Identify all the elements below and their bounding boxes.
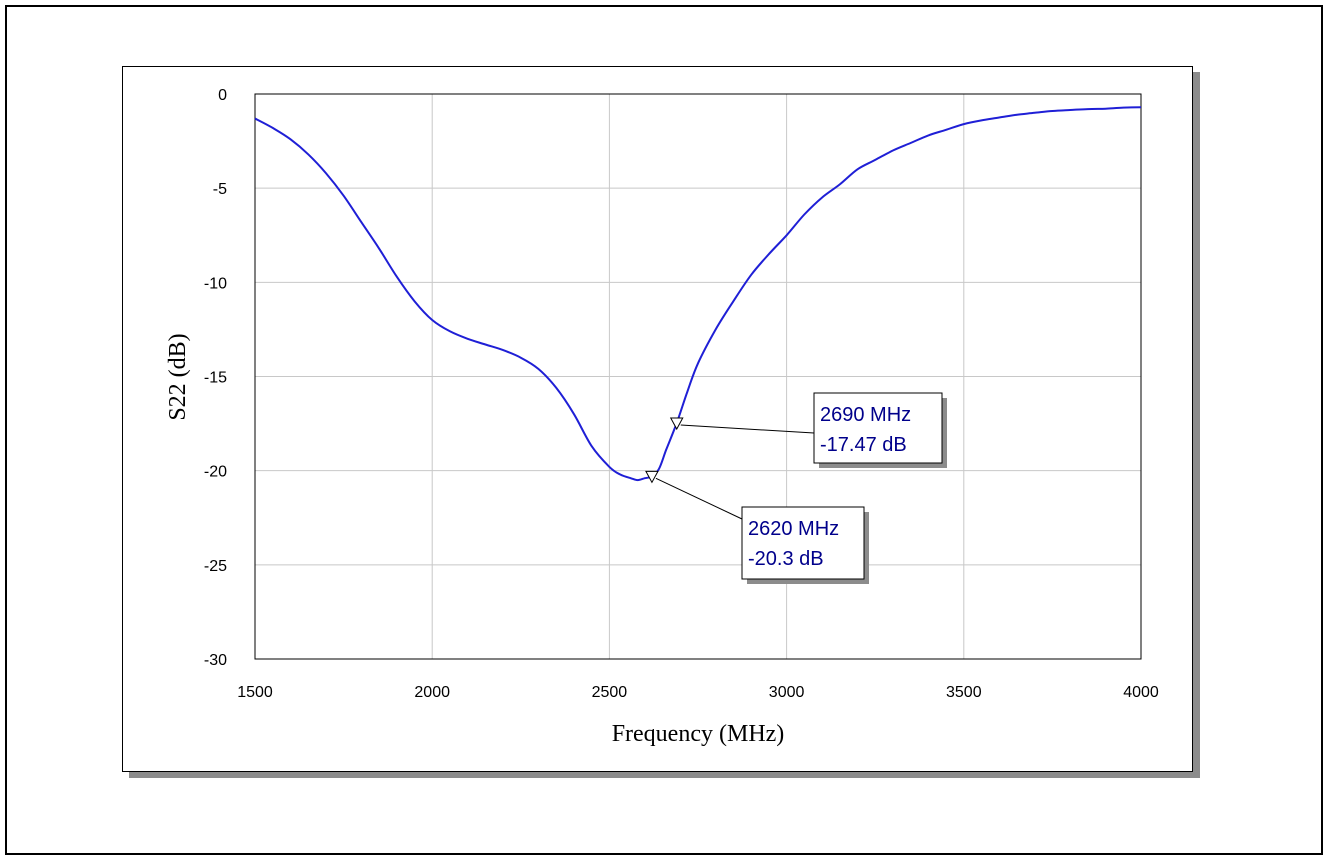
series-layer	[254, 106, 1142, 482]
marker-leader-line	[680, 424, 815, 434]
marker-db-label: -17.47 dB	[820, 434, 907, 456]
plot-panel: 1500 2000 2500 3000 3500 4000 0 -5 -10 -15 -20 -25 -…	[122, 66, 1193, 772]
marker-box	[741, 506, 865, 580]
y-axis-title: S22 (dB)	[165, 333, 191, 420]
x-tick-label: 3500	[946, 684, 982, 701]
x-tick-label: 4000	[1123, 684, 1159, 701]
marker-frequency-label: 2690 MHz	[820, 404, 911, 426]
y-tick-label: 0	[218, 87, 227, 104]
s22-series-line	[254, 106, 1142, 482]
marker-frequency-label: 2620 MHz	[748, 518, 839, 540]
s22-chart: 1500 2000 2500 3000 3500 4000 0 -5 -10 -15 -20 -25 -…	[165, 87, 1159, 747]
y-tick-label: -5	[213, 181, 227, 198]
marker-db-label: -20.3 dB	[748, 548, 824, 570]
grid-layer	[254, 93, 1142, 660]
y-tick-label: -20	[204, 464, 227, 481]
marker-box	[813, 392, 943, 464]
plot-area-border	[254, 93, 1142, 660]
y-tick-label: -30	[204, 652, 227, 669]
y-tick-label: -25	[204, 558, 227, 575]
marker-triangle	[645, 470, 659, 484]
marker-leader-line	[655, 477, 743, 520]
y-tick-label: -15	[204, 370, 227, 387]
axis-layer: 1500 2000 2500 3000 3500 4000 0 -5 -10 -15 -20 -25 -…	[204, 87, 1159, 701]
y-tick-label: -10	[204, 275, 227, 292]
marker-layer: 2690 MHz -17.47 dB 2620 MHz -20.3 dB	[645, 392, 947, 584]
x-tick-label: 3000	[769, 684, 805, 701]
x-axis-title: Frequency (MHz)	[612, 721, 785, 747]
x-tick-label: 2000	[414, 684, 450, 701]
marker-triangle	[669, 417, 684, 431]
x-tick-label: 1500	[237, 684, 273, 701]
x-tick-label: 2500	[592, 684, 628, 701]
